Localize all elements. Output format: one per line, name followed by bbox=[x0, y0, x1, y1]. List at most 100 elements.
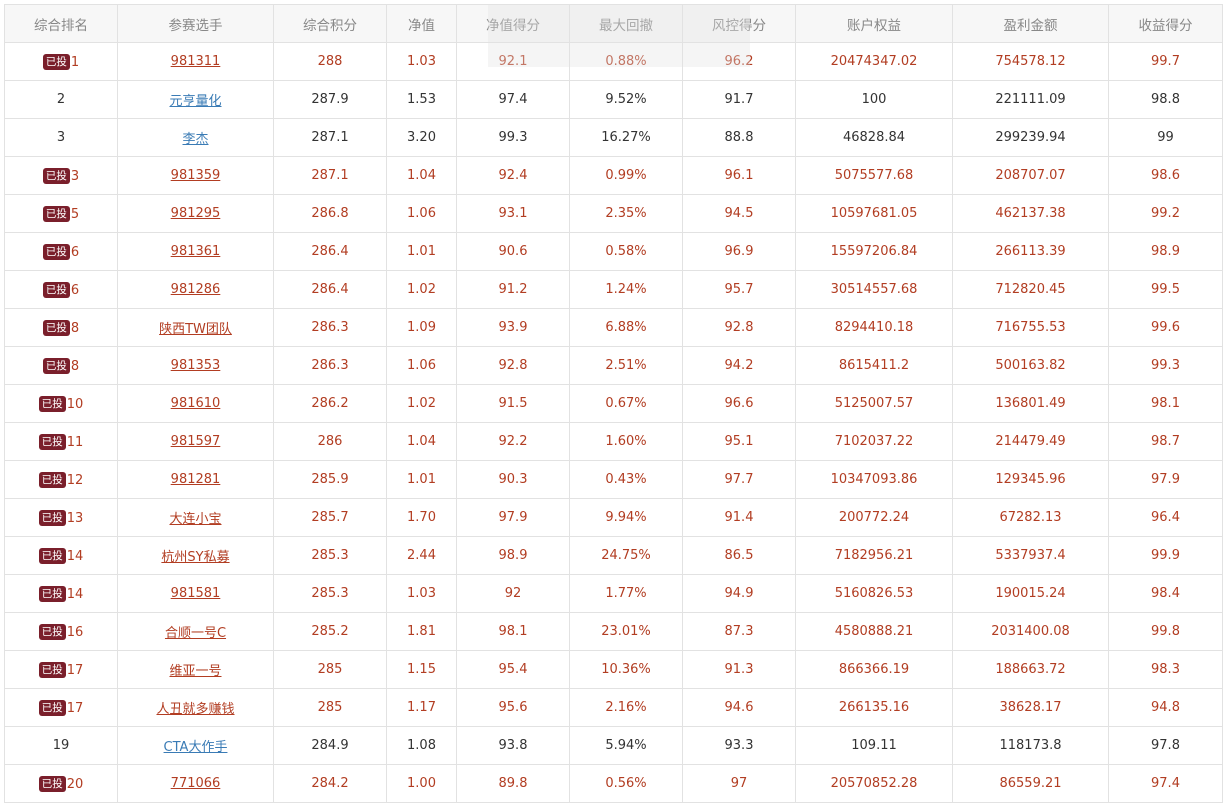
cell-total-score: 284.9 bbox=[273, 726, 387, 765]
cell-player: 981597 bbox=[117, 422, 274, 461]
cell-profit: 118173.8 bbox=[952, 726, 1109, 765]
cell-total-score: 286.2 bbox=[273, 384, 387, 423]
cell-account-equity: 4580888.21 bbox=[795, 612, 953, 651]
cell-return-score: 99 bbox=[1108, 118, 1223, 157]
cell-total-score: 286.3 bbox=[273, 346, 387, 385]
cell-nav: 1.04 bbox=[386, 156, 457, 195]
rank-value: 11 bbox=[66, 434, 84, 450]
cell-total-score: 285 bbox=[273, 650, 387, 689]
cell-player: 981353 bbox=[117, 346, 274, 385]
cell-rank: 已投 8 bbox=[4, 346, 118, 385]
cell-account-equity: 8615411.2 bbox=[795, 346, 953, 385]
player-link[interactable]: 981295 bbox=[170, 206, 221, 221]
cell-nav: 1.04 bbox=[386, 422, 457, 461]
rank-value: 5 bbox=[70, 206, 80, 222]
rank-value: 13 bbox=[66, 510, 84, 526]
invested-badge: 已投 bbox=[38, 433, 66, 450]
player-link[interactable]: 维亚一号 bbox=[169, 664, 222, 679]
cell-profit: 5337937.4 bbox=[952, 536, 1109, 575]
cell-risk-score: 96.6 bbox=[682, 384, 796, 423]
table-row: 已投 8 陕西TW团队 286.3 1.09 93.9 6.88% 92.8 8294410.1… bbox=[4, 308, 1223, 347]
player-link[interactable]: 981311 bbox=[170, 54, 221, 69]
player-link[interactable]: 981359 bbox=[170, 168, 221, 183]
cell-total-score: 285 bbox=[273, 688, 387, 727]
cell-risk-score: 96.1 bbox=[682, 156, 796, 195]
cell-nav: 1.01 bbox=[386, 232, 457, 271]
player-link[interactable]: 合顺一号C bbox=[164, 626, 227, 641]
cell-profit: 38628.17 bbox=[952, 688, 1109, 727]
cell-return-score: 97.9 bbox=[1108, 460, 1223, 499]
cell-rank: 已投 14 bbox=[4, 574, 118, 613]
cell-account-equity: 8294410.18 bbox=[795, 308, 953, 347]
cell-rank: 已投 10 bbox=[4, 384, 118, 423]
invested-badge: 已投 bbox=[42, 243, 70, 260]
table-row: 19 CTA大作手 284.9 1.08 93.8 5.94% 93.3 109.11 1181… bbox=[4, 726, 1223, 765]
player-link[interactable]: CTA大作手 bbox=[163, 740, 228, 755]
cell-account-equity: 20570852.28 bbox=[795, 764, 953, 803]
cell-total-score: 288 bbox=[273, 42, 387, 81]
cell-risk-score: 91.4 bbox=[682, 498, 796, 537]
ranking-table: 综合排名 参赛选手 综合积分 净值 净值得分 最大回撤 风控得分 账户权益 盈利… bbox=[4, 4, 1223, 803]
cell-nav-score: 92.1 bbox=[456, 42, 570, 81]
player-link[interactable]: 人丑就多赚钱 bbox=[156, 702, 235, 717]
cell-max-drawdown: 6.88% bbox=[569, 308, 683, 347]
table-header: 综合排名 参赛选手 综合积分 净值 净值得分 最大回撤 风控得分 账户权益 盈利… bbox=[4, 4, 1223, 43]
player-link[interactable]: 元亨量化 bbox=[169, 94, 222, 109]
cell-rank: 已投 3 bbox=[4, 156, 118, 195]
player-link[interactable]: 杭州SY私募 bbox=[161, 550, 230, 565]
cell-return-score: 99.8 bbox=[1108, 612, 1223, 651]
invested-badge: 已投 bbox=[38, 699, 66, 716]
cell-player: 合顺一号C bbox=[117, 612, 274, 651]
cell-nav-score: 92.4 bbox=[456, 156, 570, 195]
cell-rank: 已投 17 bbox=[4, 650, 118, 689]
cell-max-drawdown: 0.43% bbox=[569, 460, 683, 499]
cell-nav: 1.06 bbox=[386, 346, 457, 385]
cell-nav: 1.02 bbox=[386, 384, 457, 423]
cell-risk-score: 87.3 bbox=[682, 612, 796, 651]
cell-player: 981359 bbox=[117, 156, 274, 195]
table-row: 2 元亨量化 287.9 1.53 97.4 9.52% 91.7 100 221111.09 9… bbox=[4, 80, 1223, 119]
cell-player: 981281 bbox=[117, 460, 274, 499]
table-row: 已投 20 771066 284.2 1.00 89.8 0.56% 97 20570852.2… bbox=[4, 764, 1223, 803]
cell-total-score: 286.4 bbox=[273, 270, 387, 309]
cell-max-drawdown: 1.24% bbox=[569, 270, 683, 309]
cell-account-equity: 5075577.68 bbox=[795, 156, 953, 195]
cell-risk-score: 97 bbox=[682, 764, 796, 803]
cell-total-score: 286.4 bbox=[273, 232, 387, 271]
player-link[interactable]: 981281 bbox=[170, 472, 221, 487]
table-row: 已投 6 981361 286.4 1.01 90.6 0.58% 96.9 15597206.… bbox=[4, 232, 1223, 271]
rank-value: 6 bbox=[70, 244, 80, 260]
invested-badge: 已投 bbox=[38, 585, 66, 602]
player-link[interactable]: 陕西TW团队 bbox=[159, 322, 232, 337]
cell-return-score: 98.4 bbox=[1108, 574, 1223, 613]
cell-max-drawdown: 0.56% bbox=[569, 764, 683, 803]
cell-account-equity: 30514557.68 bbox=[795, 270, 953, 309]
cell-rank: 已投 14 bbox=[4, 536, 118, 575]
cell-max-drawdown: 1.60% bbox=[569, 422, 683, 461]
header-player: 参赛选手 bbox=[117, 4, 274, 43]
cell-return-score: 94.8 bbox=[1108, 688, 1223, 727]
player-link[interactable]: 李杰 bbox=[182, 132, 209, 147]
cell-risk-score: 95.7 bbox=[682, 270, 796, 309]
player-link[interactable]: 771066 bbox=[170, 776, 221, 791]
rank-value: 17 bbox=[66, 662, 84, 678]
header-risk-score: 风控得分 bbox=[682, 4, 796, 43]
player-link[interactable]: 981597 bbox=[170, 434, 221, 449]
player-link[interactable]: 981286 bbox=[170, 282, 221, 297]
cell-nav-score: 93.9 bbox=[456, 308, 570, 347]
rank-value: 3 bbox=[56, 130, 66, 145]
cell-profit: 188663.72 bbox=[952, 650, 1109, 689]
player-link[interactable]: 981581 bbox=[170, 586, 221, 601]
cell-total-score: 285.3 bbox=[273, 574, 387, 613]
cell-rank: 已投 20 bbox=[4, 764, 118, 803]
player-link[interactable]: 大连小宝 bbox=[169, 512, 222, 527]
cell-nav-score: 92 bbox=[456, 574, 570, 613]
player-link[interactable]: 981610 bbox=[170, 396, 221, 411]
cell-total-score: 286.3 bbox=[273, 308, 387, 347]
player-link[interactable]: 981353 bbox=[170, 358, 221, 373]
player-link[interactable]: 981361 bbox=[170, 244, 221, 259]
cell-nav-score: 97.4 bbox=[456, 80, 570, 119]
invested-badge: 已投 bbox=[42, 319, 70, 336]
cell-max-drawdown: 2.16% bbox=[569, 688, 683, 727]
cell-rank: 已投 13 bbox=[4, 498, 118, 537]
